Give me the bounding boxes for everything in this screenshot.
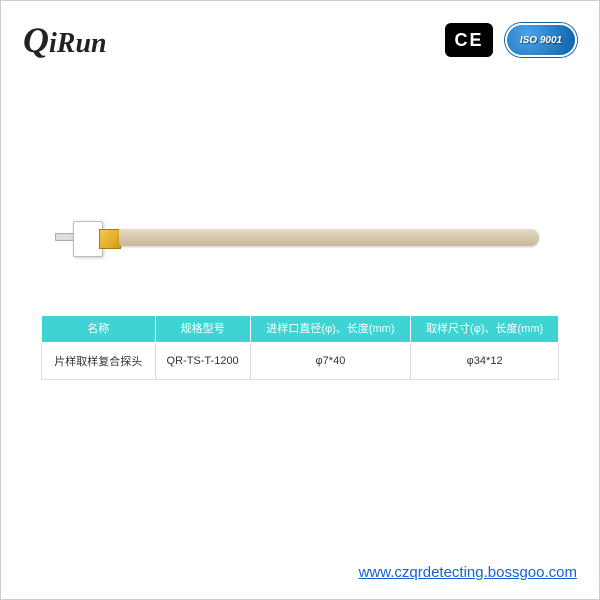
header-sample: 取样尺寸(φ)、长度(mm) xyxy=(411,316,559,343)
cell-name: 片样取样复合探头 xyxy=(42,343,156,380)
certification-badges: CE ISO 9001 xyxy=(445,23,577,57)
source-url-link[interactable]: www.czqrdetecting.bossgoo.com xyxy=(359,564,577,581)
product-illustration xyxy=(41,181,559,301)
ce-badge: CE xyxy=(445,23,493,57)
cell-inlet: φ7*40 xyxy=(250,343,411,380)
header-model: 规格型号 xyxy=(155,316,250,343)
brand-logo: QiRun xyxy=(23,19,107,61)
probe-fixture xyxy=(99,229,121,249)
probe-tip xyxy=(55,233,75,241)
header-inlet: 进样口直径(φ)、长度(mm) xyxy=(250,316,411,343)
logo-text-rest: iRun xyxy=(49,28,107,59)
table-header-row: 名称 规格型号 进样口直径(φ)、长度(mm) 取样尺寸(φ)、长度(mm) xyxy=(42,316,559,343)
iso-9001-badge: ISO 9001 xyxy=(505,23,577,57)
probe-tube xyxy=(119,229,539,246)
cell-model: QR-TS-T-1200 xyxy=(155,343,250,380)
cell-sample: φ34*12 xyxy=(411,343,559,380)
table-row: 片样取样复合探头 QR-TS-T-1200 φ7*40 φ34*12 xyxy=(42,343,559,380)
specification-table: 名称 规格型号 进样口直径(φ)、长度(mm) 取样尺寸(φ)、长度(mm) 片… xyxy=(41,315,559,380)
header-name: 名称 xyxy=(42,316,156,343)
